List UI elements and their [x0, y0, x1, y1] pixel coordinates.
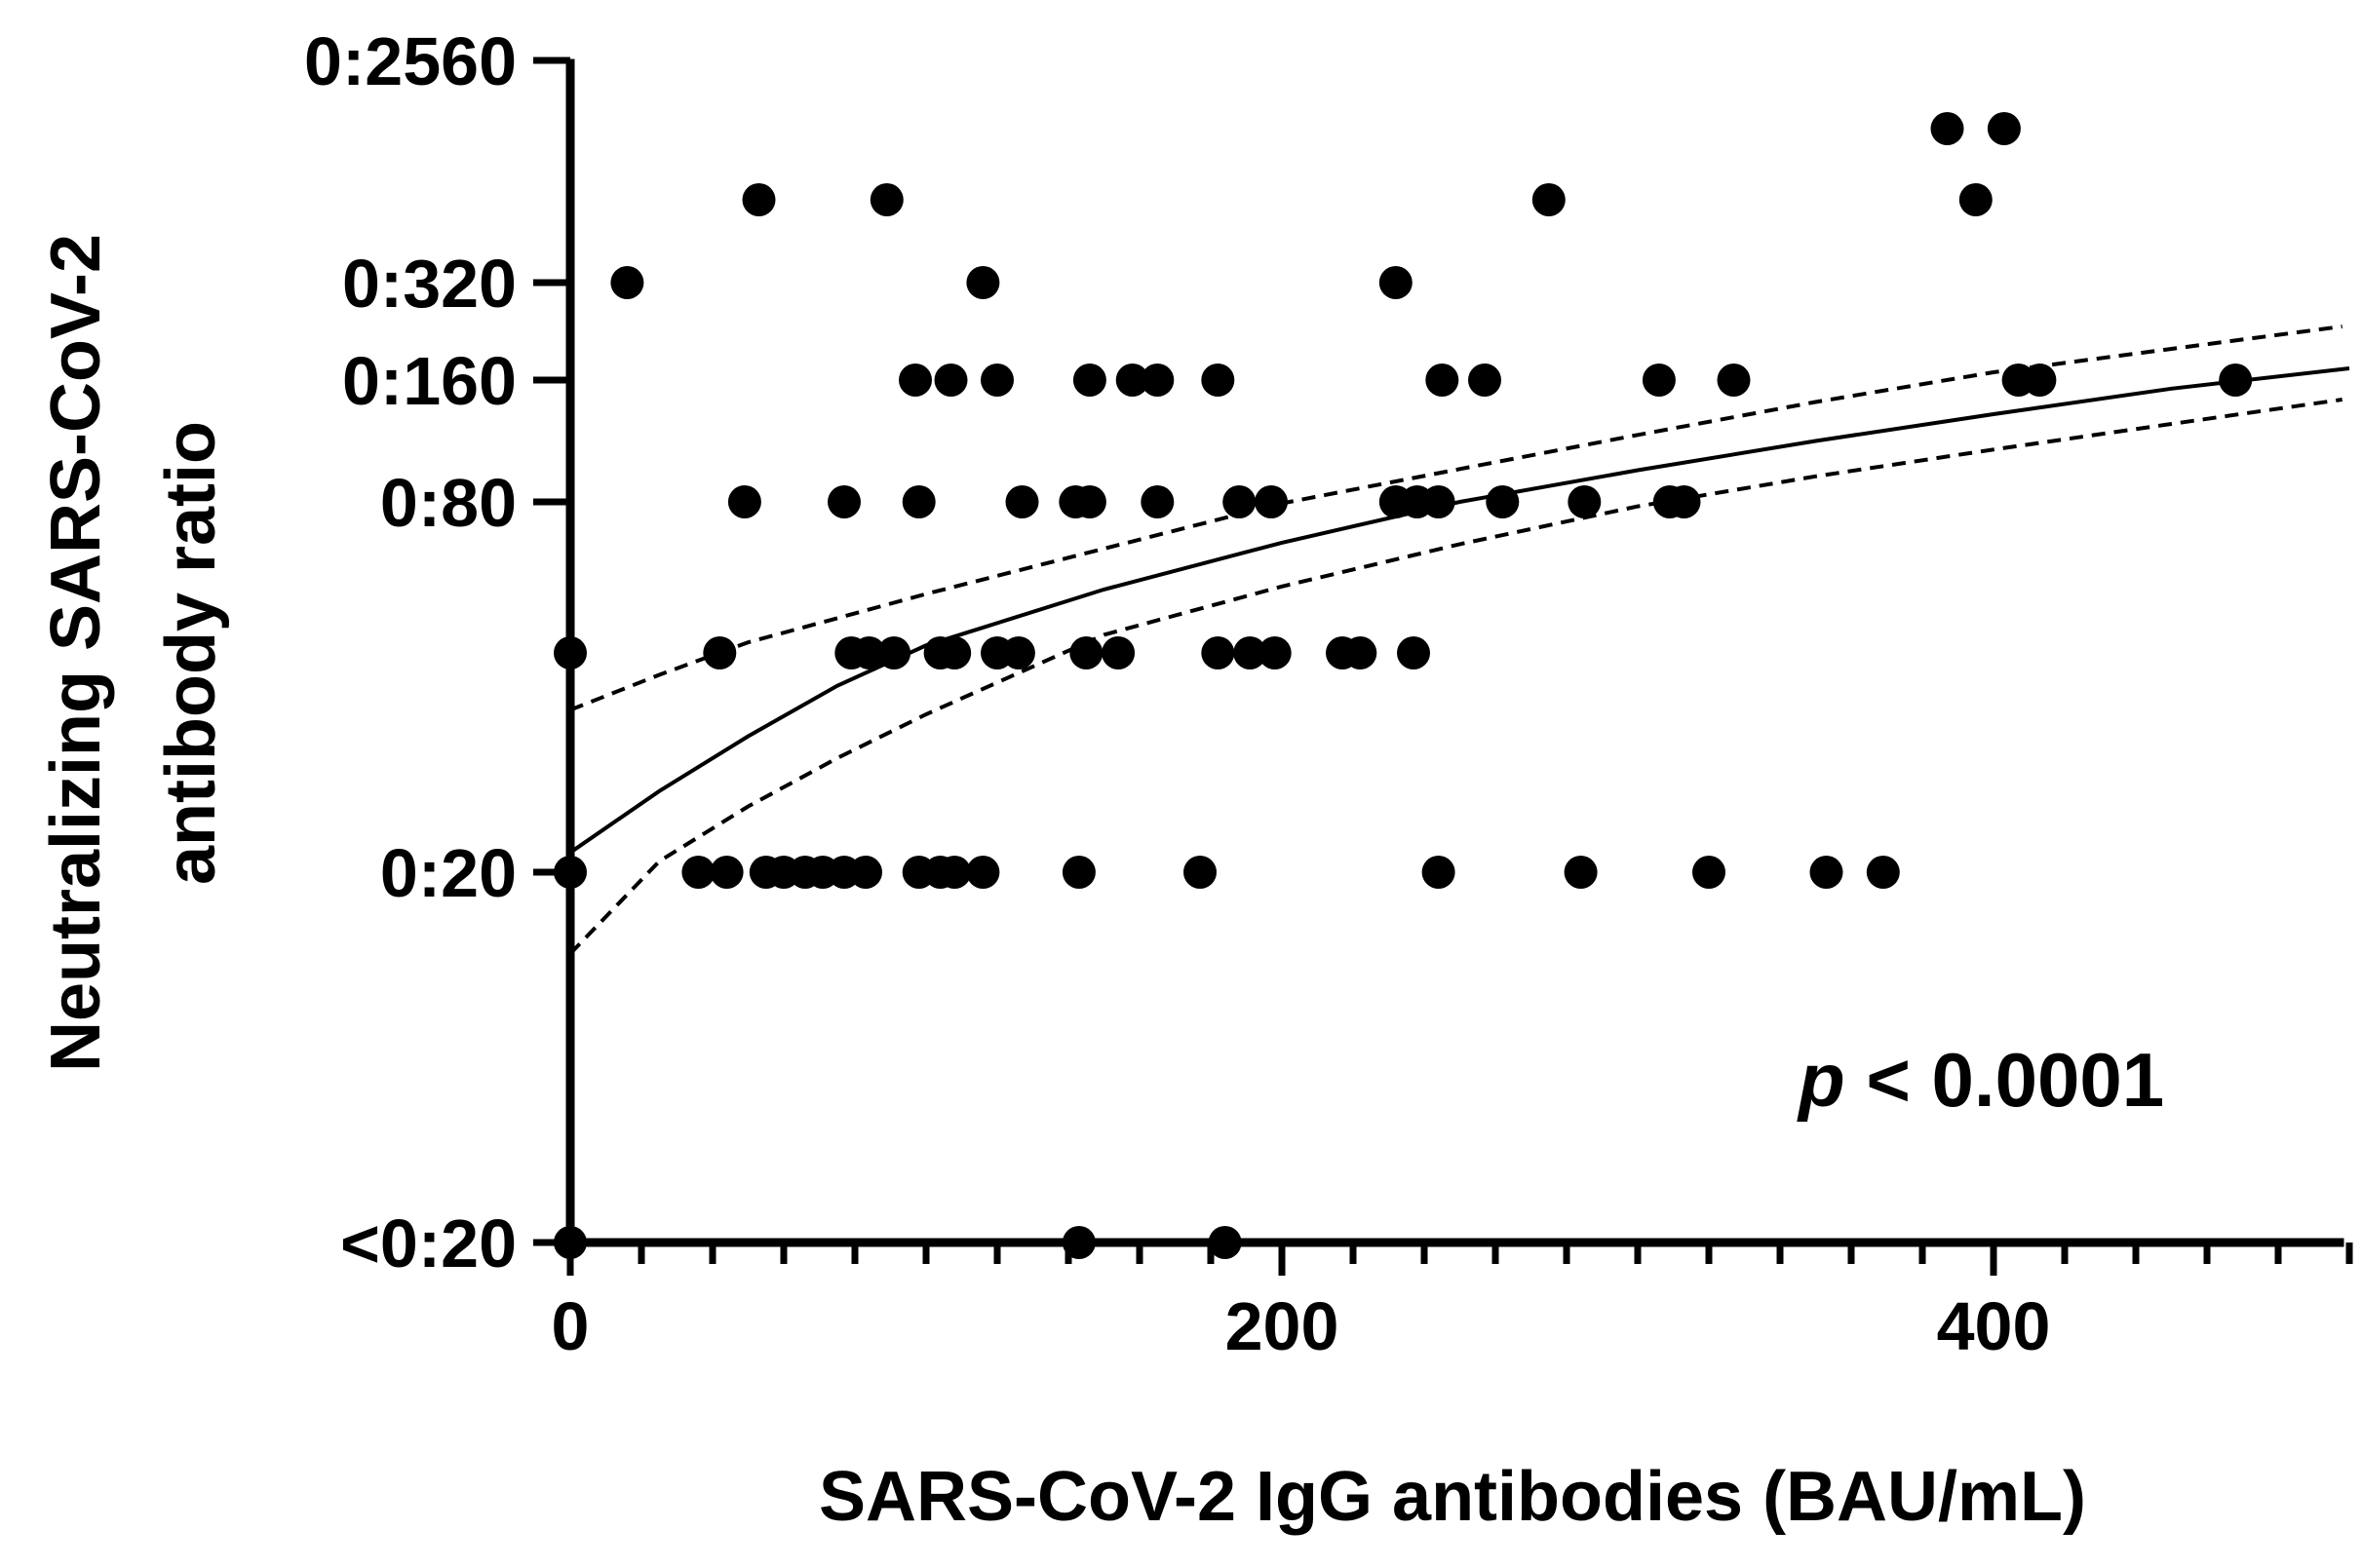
- data-point: [1717, 363, 1751, 397]
- data-point: [1692, 856, 1725, 889]
- data-point: [877, 636, 911, 669]
- fit-curve: [568, 366, 2350, 855]
- data-point: [1072, 485, 1106, 518]
- axis-ticks: 0 200 400 <0:20 0:20 0:80 0:160 0:320 0:2560: [304, 23, 2353, 1364]
- data-point: [1222, 485, 1257, 518]
- data-point: [1343, 636, 1377, 669]
- y-tick-label: <0:20: [340, 1205, 517, 1281]
- data-point: [2219, 363, 2253, 397]
- y-tick-label: 0:2560: [304, 23, 517, 99]
- p-symbol: p: [1797, 1037, 1845, 1123]
- data-point: [1421, 856, 1455, 889]
- data-points: [554, 112, 2253, 1259]
- x-tick-label: 200: [1225, 1288, 1339, 1364]
- data-point: [1115, 363, 1149, 397]
- data-point: [1421, 485, 1455, 518]
- data-point: [1568, 485, 1602, 518]
- data-point: [870, 183, 904, 216]
- data-point: [966, 266, 1000, 299]
- data-point: [966, 856, 1000, 889]
- data-point: [938, 856, 972, 889]
- data-point: [1102, 636, 1136, 669]
- data-point: [1809, 856, 1843, 889]
- data-point: [938, 636, 972, 669]
- x-tick-label: 400: [1937, 1288, 2051, 1364]
- data-point: [727, 485, 761, 518]
- data-point: [1005, 485, 1039, 518]
- y-tick-label: 0:20: [380, 835, 517, 911]
- data-point: [1667, 485, 1701, 518]
- data-point: [981, 363, 1014, 397]
- data-point: [1987, 112, 2021, 145]
- data-point: [1468, 363, 1501, 397]
- data-point: [1141, 363, 1175, 397]
- data-point: [610, 266, 644, 299]
- data-point: [1258, 636, 1292, 669]
- data-point: [1233, 636, 1267, 669]
- data-point: [828, 485, 861, 518]
- data-point: [849, 856, 882, 889]
- y-tick-label: 0:160: [342, 343, 517, 419]
- data-point: [902, 485, 936, 518]
- p-value-text: < 0.0001: [1845, 1037, 2164, 1123]
- x-tick-label: 0: [552, 1288, 590, 1364]
- data-point: [742, 183, 776, 216]
- p-value-annotation: p < 0.0001: [1797, 1037, 2164, 1123]
- x-axis-title: SARS-CoV-2 IgG antibodies (BAU/mL): [819, 1458, 2086, 1536]
- data-point: [1531, 183, 1566, 216]
- data-point: [2023, 363, 2057, 397]
- data-point: [1183, 856, 1217, 889]
- axes: [565, 58, 2344, 1247]
- data-point: [1062, 856, 1096, 889]
- data-point: [1930, 112, 1964, 145]
- data-point: [852, 636, 886, 669]
- data-point: [1201, 363, 1235, 397]
- data-point: [1141, 485, 1175, 518]
- data-point: [710, 856, 744, 889]
- data-point: [1069, 636, 1104, 669]
- data-point: [1397, 636, 1430, 669]
- data-point: [1642, 363, 1676, 397]
- data-point: [1001, 636, 1035, 669]
- data-point: [934, 363, 968, 397]
- data-point: [1201, 636, 1235, 669]
- y-tick-label: 0:320: [342, 246, 517, 322]
- data-point: [1866, 856, 1900, 889]
- data-point: [1072, 363, 1106, 397]
- y-axis-title-line-2: antibody ratio: [152, 421, 230, 885]
- data-point: [899, 363, 932, 397]
- confidence-band-lower: [568, 398, 2343, 955]
- data-point: [703, 636, 737, 669]
- y-tick-label: 0:80: [380, 465, 517, 541]
- data-point: [1378, 266, 1413, 299]
- y-axis-title-line-1: Neutralizing SARS-CoV-2: [37, 234, 115, 1072]
- data-point: [1564, 856, 1598, 889]
- data-point: [1255, 485, 1288, 518]
- data-point: [1425, 363, 1459, 397]
- y-axis-title: Neutralizing SARS-CoV-2 antibody ratio: [37, 234, 230, 1072]
- data-point: [1958, 183, 1993, 216]
- data-point: [681, 856, 716, 889]
- data-point: [1486, 485, 1520, 518]
